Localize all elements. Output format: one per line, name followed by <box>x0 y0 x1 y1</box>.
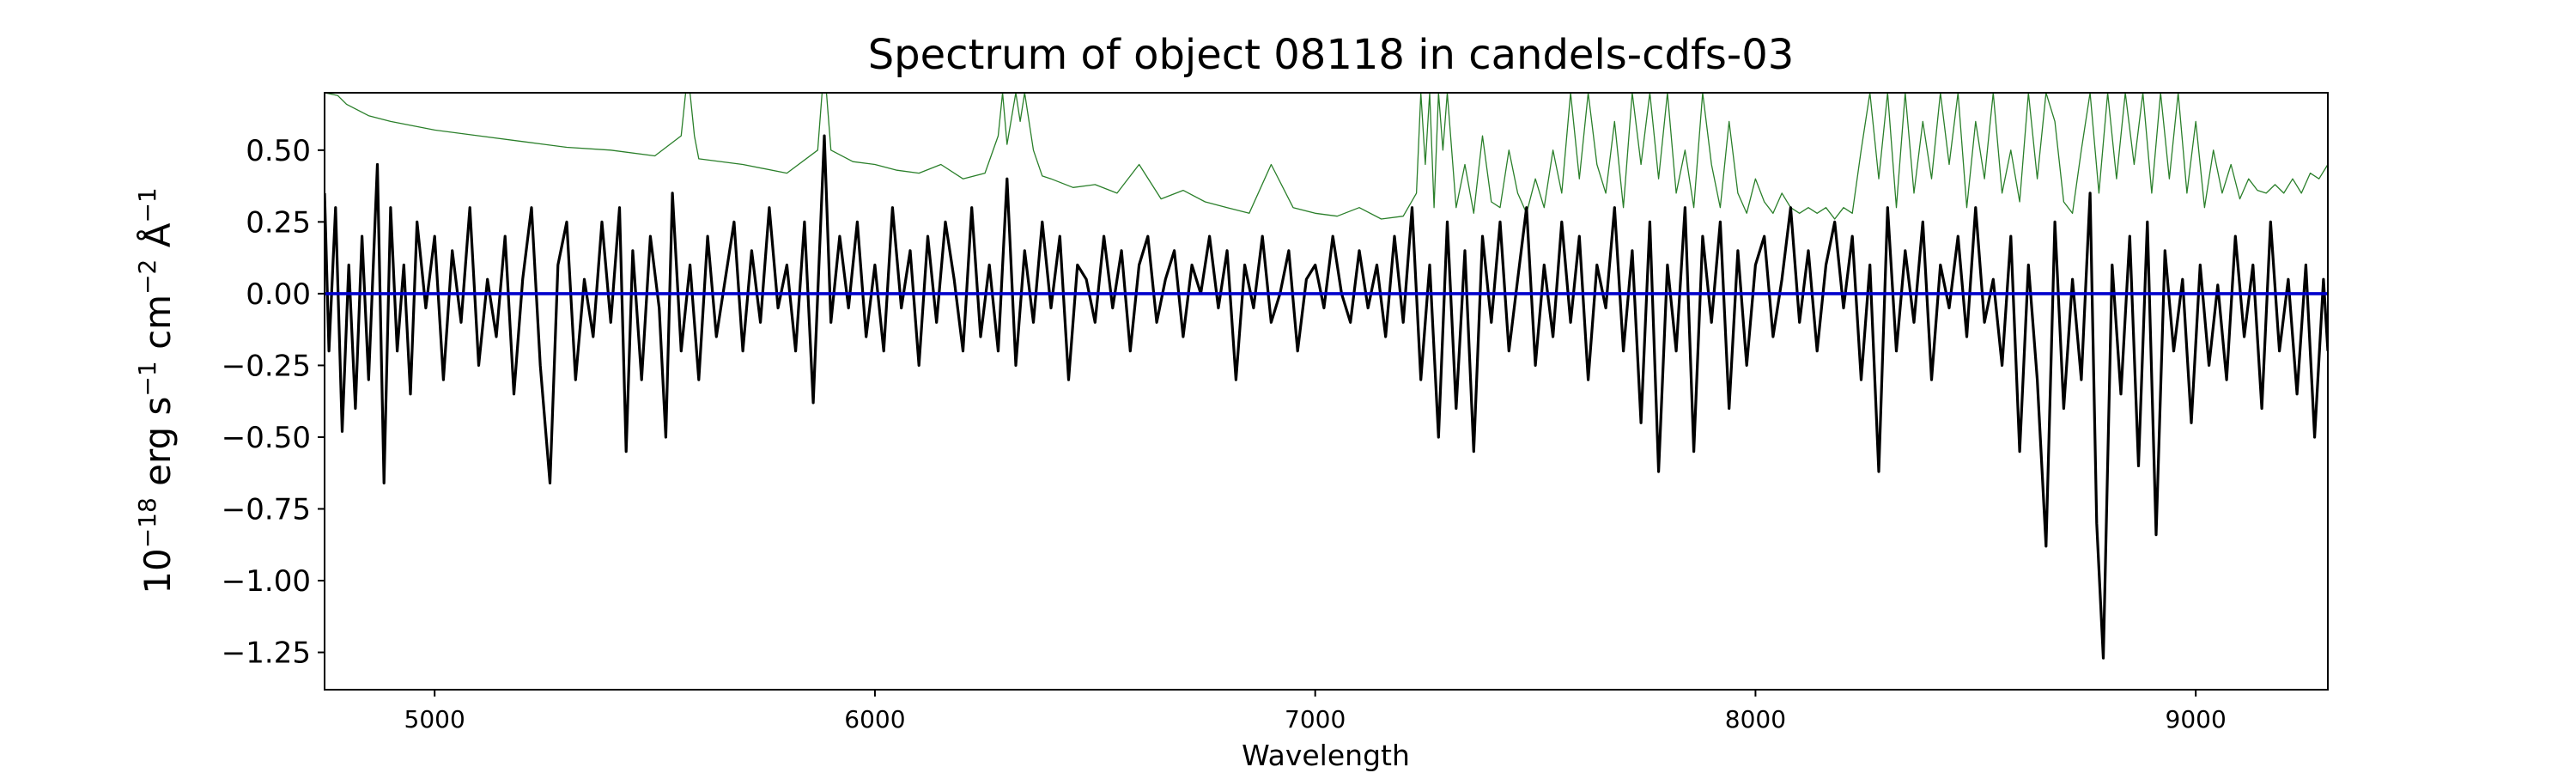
y-tick-label: −1.25 <box>222 636 311 671</box>
x-tick-label: 5000 <box>404 705 465 733</box>
y-tick-label: −1.00 <box>222 564 311 599</box>
y-label-prefix: 10 <box>137 548 179 593</box>
y-label-text3: Å <box>136 222 179 259</box>
y-axis-label: 10−18 erg s−1 cm−2 Å−1 <box>133 187 179 593</box>
y-tick-label: 0.25 <box>246 205 311 240</box>
y-label-text2: cm <box>137 295 179 361</box>
y-tick-label: −0.50 <box>222 421 311 455</box>
x-tick-label: 9000 <box>2166 705 2227 733</box>
error-series-line <box>325 93 2328 220</box>
series-layer <box>325 93 2328 660</box>
y-label-exp4: −1 <box>133 187 161 222</box>
x-tick-label: 6000 <box>844 705 905 733</box>
y-tick-label: −0.75 <box>222 492 311 526</box>
y-label-text1: erg s <box>137 397 179 498</box>
x-tick-label: 8000 <box>1725 705 1786 733</box>
y-tick-label: 0.00 <box>246 277 311 312</box>
x-axis: 5000 6000 7000 8000 9000 <box>404 690 2227 733</box>
y-axis: 0.50 0.25 0.00 −0.25 −0.50 −0.75 −1.00 −1.25 <box>222 134 325 671</box>
y-tick-label: 0.50 <box>246 134 311 168</box>
chart-title: Spectrum of object 08118 in candels-cdfs… <box>868 31 1795 79</box>
plot-frame <box>324 92 2329 691</box>
y-label-exp2: −1 <box>133 361 161 396</box>
y-label-exp3: −2 <box>133 259 161 295</box>
y-tick-label: −0.25 <box>222 349 311 383</box>
x-tick-label: 7000 <box>1285 705 1346 733</box>
y-label-exp1: −18 <box>133 497 161 548</box>
x-axis-label: Wavelength <box>1242 739 1410 772</box>
